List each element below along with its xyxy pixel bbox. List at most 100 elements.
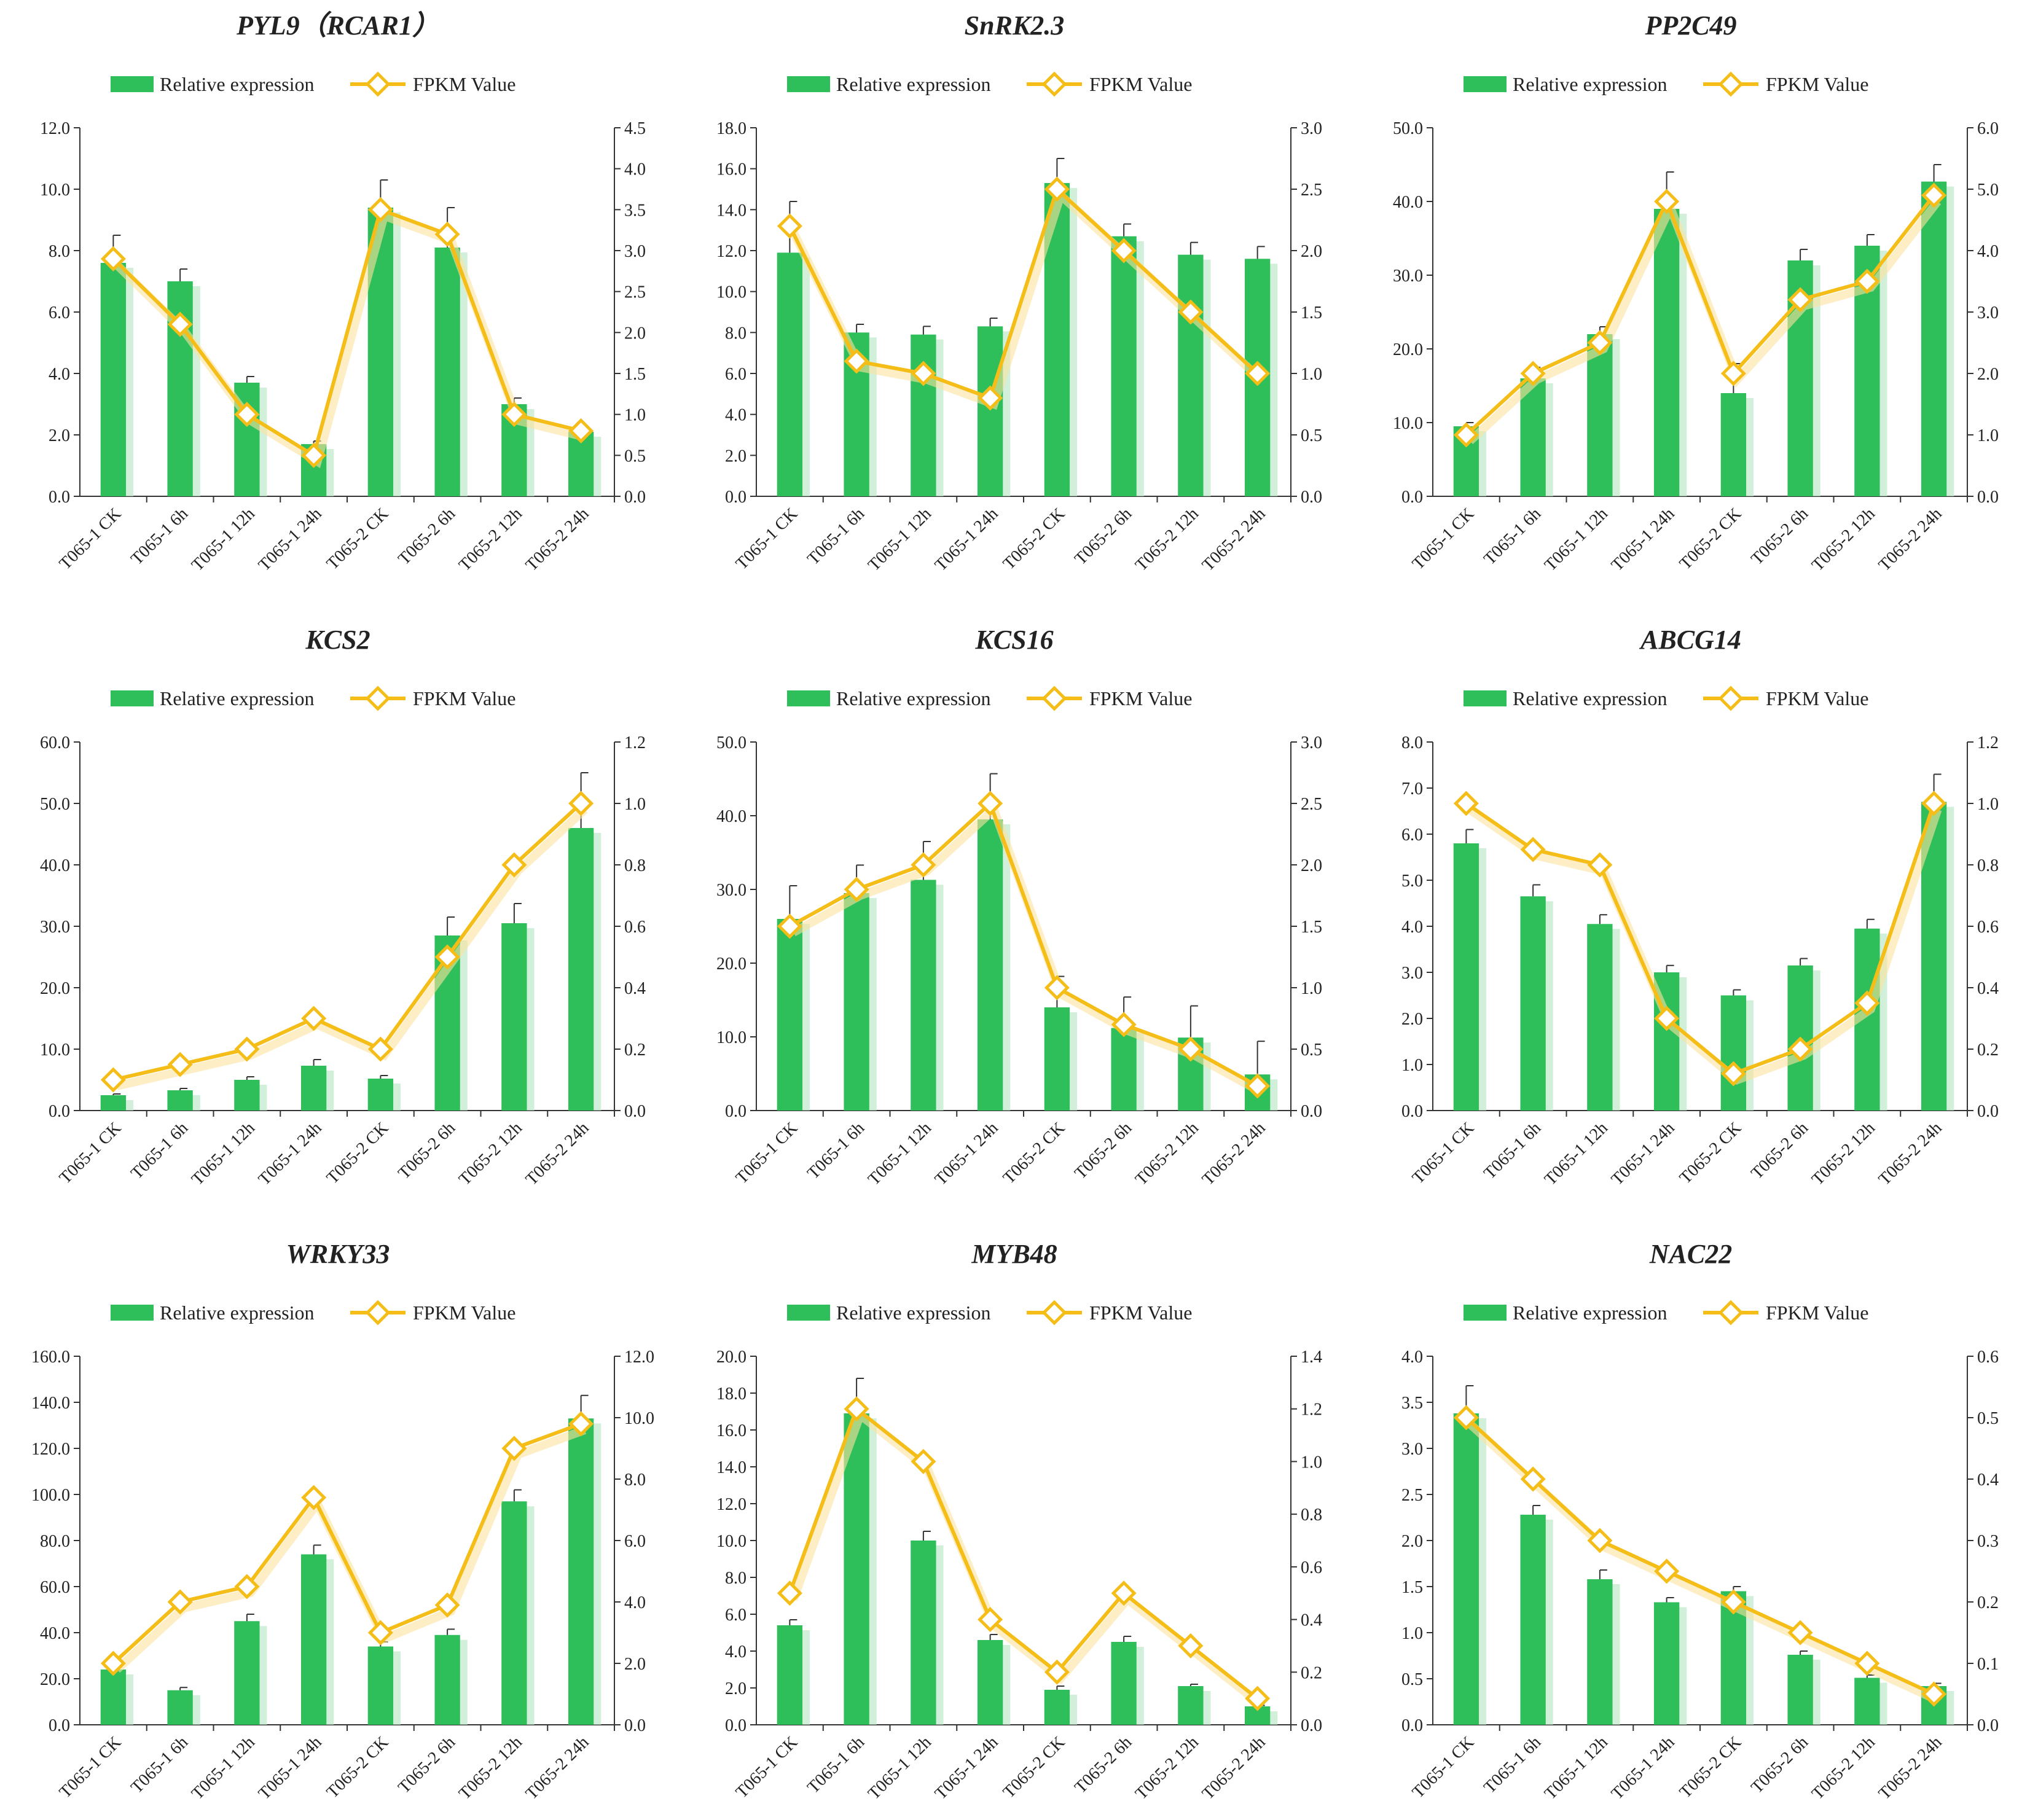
- y2-tick-label: 2.5: [1301, 181, 1322, 200]
- chart-panel-7: WRKY33 Relative expression FPKM Value 0.0 20…: [31, 1239, 654, 1803]
- y-tick-label: 2.0: [1401, 1010, 1423, 1029]
- x-tick-label: T065-1 24h: [1608, 1733, 1679, 1803]
- fpkm-point: [167, 1052, 193, 1077]
- y-tick-label: 20.0: [716, 955, 747, 974]
- y2-tick-label: 2.0: [1977, 365, 1999, 384]
- bar: [300, 1066, 327, 1111]
- y2-tick-label: 0.4: [1301, 1611, 1322, 1630]
- x-tick-label: T065-2 24h: [1875, 1119, 1946, 1189]
- y2-tick-label: 1.5: [1301, 918, 1322, 937]
- legend-line-label: FPKM Value: [1766, 1302, 1868, 1324]
- y-tick-label: 0.0: [725, 1102, 747, 1121]
- fpkm-point: [234, 402, 260, 428]
- legend-bar-label: Relative expression: [1513, 687, 1667, 709]
- y-tick-label: 12.0: [716, 242, 747, 261]
- y-tick-label: 160.0: [31, 1348, 70, 1367]
- fpkm-point: [1520, 837, 1546, 862]
- fpkm-point: [978, 1607, 1003, 1633]
- y-tick-label: 60.0: [40, 1578, 70, 1597]
- y2-tick-label: 3.0: [624, 242, 646, 261]
- bar: [367, 1646, 394, 1725]
- x-tick-label: T065-1 12h: [864, 1733, 935, 1803]
- y2-tick-label: 2.0: [1301, 242, 1322, 261]
- legend-bar-swatch: [787, 76, 830, 92]
- bar: [1520, 896, 1546, 1111]
- chart-title: WRKY33: [286, 1239, 390, 1269]
- legend-line-label: FPKM Value: [413, 73, 515, 95]
- x-tick-label: T065-1 CK: [56, 504, 125, 574]
- y-tick-label: 8.0: [1401, 733, 1423, 752]
- bar: [844, 1413, 869, 1725]
- bar: [1587, 334, 1613, 496]
- fpkm-point: [1520, 361, 1546, 386]
- y2-tick-label: 0.0: [1977, 1716, 1999, 1735]
- fpkm-point: [911, 361, 936, 386]
- chart-panel-9: NAC22 Relative expression FPKM Value 0.0 0.5…: [1401, 1239, 1999, 1803]
- y2-tick-label: 0.2: [1977, 1041, 1999, 1060]
- bar: [1587, 924, 1613, 1111]
- legend-bar-swatch: [787, 690, 830, 706]
- bar: [1111, 1642, 1137, 1725]
- y2-tick-label: 0.8: [1977, 856, 1999, 875]
- x-tick-label: T065-1 CK: [732, 1119, 802, 1188]
- legend-bar-swatch: [1464, 1305, 1507, 1321]
- y2-tick-label: 0.5: [1301, 1041, 1322, 1060]
- bar: [977, 819, 1003, 1111]
- y-tick-label: 18.0: [716, 1385, 747, 1404]
- legend-bar-label: Relative expression: [836, 73, 990, 95]
- bar: [367, 1079, 394, 1111]
- y2-tick-label: 2.0: [624, 1655, 646, 1674]
- y-tick-label: 2.0: [1401, 1532, 1423, 1551]
- chart-title: KCS2: [305, 625, 370, 655]
- x-tick-label: T065-2 12h: [1132, 504, 1202, 575]
- y-tick-label: 4.0: [725, 1642, 747, 1662]
- y-tick-label: 1.5: [1401, 1578, 1423, 1597]
- chart-title: SnRK2.3: [965, 10, 1065, 41]
- fpkm-point: [1854, 1650, 1880, 1676]
- bar: [100, 1670, 127, 1725]
- legend-bar-swatch: [1464, 690, 1507, 706]
- fpkm-point: [978, 385, 1003, 411]
- bar: [1653, 209, 1680, 496]
- y2-tick-label: 1.4: [1301, 1348, 1322, 1367]
- fpkm-point: [434, 944, 460, 970]
- legend-line-label: FPKM Value: [1766, 687, 1868, 709]
- y2-tick-label: 1.0: [1977, 426, 1999, 445]
- bar: [1111, 1028, 1137, 1111]
- fpkm-point: [1453, 422, 1479, 448]
- fpkm-line: [788, 802, 1259, 1088]
- fpkm-point: [1720, 1589, 1746, 1615]
- x-tick-label: T065-2 24h: [1199, 1119, 1269, 1189]
- y2-tick-label: 12.0: [624, 1348, 654, 1367]
- x-tick-label: T065-2 24h: [1875, 1733, 1946, 1803]
- x-tick-label: T065-1 CK: [1409, 1733, 1478, 1802]
- fpkm-point: [1520, 1466, 1546, 1492]
- x-tick-label: T065-1 CK: [732, 1733, 802, 1802]
- y2-tick-label: 3.5: [624, 201, 646, 220]
- y2-tick-label: 0.0: [624, 1716, 646, 1735]
- chart-panel-3: PP2C49 Relative expression FPKM Value 0.0 10…: [1393, 10, 1999, 575]
- x-tick-label: T065-1 24h: [931, 1119, 1002, 1189]
- fpkm-point: [1654, 189, 1680, 214]
- x-tick-label: T065-2 12h: [455, 1119, 526, 1189]
- y2-tick-label: 3.0: [1977, 303, 1999, 322]
- y-tick-label: 10.0: [40, 1041, 70, 1060]
- y2-tick-label: 0.6: [1977, 918, 1999, 937]
- bar: [434, 248, 460, 496]
- y2-tick-label: 0.0: [1301, 488, 1322, 507]
- chart-panel-4: KCS2 Relative expression FPKM Value 0.0 10.0…: [40, 625, 646, 1189]
- x-tick-label: T065-2 6h: [1071, 504, 1135, 569]
- y-tick-label: 6.0: [49, 303, 70, 322]
- y-tick-label: 14.0: [716, 201, 747, 220]
- fpkm-line-glow: [1467, 806, 1942, 1085]
- legend-line-marker: [365, 1300, 391, 1326]
- fpkm-point: [367, 1036, 393, 1062]
- y-tick-label: 30.0: [716, 881, 747, 900]
- y2-tick-label: 0.5: [1977, 1409, 1999, 1428]
- y2-tick-label: 1.0: [624, 406, 646, 425]
- y-tick-label: 0.0: [1401, 488, 1423, 507]
- fpkm-point: [568, 418, 594, 443]
- x-tick-label: T065-2 24h: [1199, 1733, 1269, 1803]
- chart-title: PP2C49: [1644, 10, 1736, 41]
